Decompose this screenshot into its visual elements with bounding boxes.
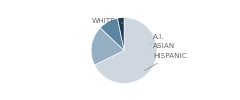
Text: A.I.: A.I.: [150, 34, 165, 45]
Text: WHITE: WHITE: [92, 18, 123, 24]
Wedge shape: [100, 18, 124, 50]
Wedge shape: [118, 18, 124, 50]
Text: HISPANIC: HISPANIC: [145, 53, 187, 71]
Wedge shape: [91, 28, 124, 65]
Wedge shape: [95, 18, 157, 83]
Text: ASIAN: ASIAN: [150, 43, 175, 53]
